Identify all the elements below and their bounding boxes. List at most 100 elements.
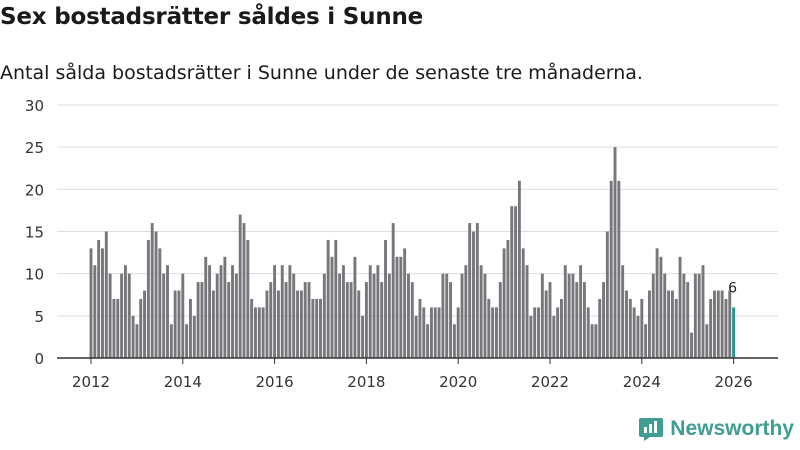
bar bbox=[116, 298, 120, 358]
bar bbox=[674, 298, 678, 358]
bar bbox=[150, 223, 154, 358]
bar bbox=[391, 223, 395, 358]
bar bbox=[315, 298, 319, 358]
bar bbox=[426, 324, 430, 358]
bar bbox=[280, 265, 284, 358]
newsworthy-brand[interactable]: Newsworthy bbox=[638, 416, 794, 442]
bar bbox=[663, 273, 667, 358]
bar bbox=[540, 273, 544, 358]
bar bbox=[219, 265, 223, 358]
bar bbox=[548, 282, 552, 358]
bar bbox=[475, 223, 479, 358]
bar bbox=[162, 273, 166, 358]
bar bbox=[257, 307, 261, 358]
bar bbox=[517, 180, 521, 358]
bar bbox=[380, 282, 384, 358]
bar bbox=[196, 282, 200, 358]
bar bbox=[498, 282, 502, 358]
bar bbox=[510, 206, 514, 358]
bar bbox=[123, 265, 127, 358]
bar bbox=[533, 307, 537, 358]
bar bbox=[491, 307, 495, 358]
bar bbox=[701, 265, 705, 358]
bar bbox=[387, 273, 391, 358]
bar bbox=[169, 324, 173, 358]
bar bbox=[146, 239, 150, 358]
bar bbox=[200, 282, 204, 358]
bar bbox=[598, 298, 602, 358]
bar bbox=[227, 282, 231, 358]
bar bbox=[338, 273, 342, 358]
bar bbox=[609, 180, 613, 358]
bar bbox=[682, 273, 686, 358]
bar bbox=[368, 265, 372, 358]
bar bbox=[311, 298, 315, 358]
bar bbox=[154, 231, 158, 358]
bar bbox=[215, 273, 219, 358]
y-tick-label: 5 bbox=[34, 308, 44, 326]
bar bbox=[590, 324, 594, 358]
bar bbox=[242, 223, 246, 358]
bar bbox=[158, 248, 162, 358]
bar bbox=[456, 307, 460, 358]
bar bbox=[651, 273, 655, 358]
bar bbox=[345, 282, 349, 358]
bar bbox=[429, 307, 433, 358]
bar bbox=[460, 273, 464, 358]
bar bbox=[571, 273, 575, 358]
bar bbox=[617, 180, 621, 358]
bar bbox=[384, 239, 387, 358]
bar bbox=[544, 290, 548, 358]
bar bbox=[303, 282, 307, 358]
x-tick-label: 2024 bbox=[623, 373, 661, 391]
newsworthy-logo-icon bbox=[639, 418, 664, 441]
y-tick-label: 25 bbox=[25, 139, 44, 157]
bar bbox=[143, 290, 146, 358]
bar bbox=[605, 231, 609, 358]
bar bbox=[716, 290, 720, 358]
bar bbox=[667, 290, 671, 358]
bar bbox=[621, 265, 625, 358]
bar bbox=[326, 239, 330, 358]
bar bbox=[640, 298, 644, 358]
bar bbox=[452, 324, 456, 358]
bar bbox=[414, 315, 418, 358]
bar bbox=[579, 265, 583, 358]
bar bbox=[131, 315, 135, 358]
bar bbox=[292, 273, 296, 358]
bar bbox=[89, 248, 93, 358]
bar bbox=[395, 256, 399, 358]
y-tick-label: 20 bbox=[25, 181, 44, 199]
bar bbox=[472, 231, 475, 358]
x-tick-label: 2016 bbox=[256, 373, 294, 391]
bar bbox=[720, 290, 724, 358]
bar bbox=[483, 273, 487, 358]
bar bbox=[192, 315, 196, 358]
bar bbox=[177, 290, 181, 358]
bar bbox=[567, 273, 571, 358]
bar bbox=[296, 290, 299, 358]
bar bbox=[636, 315, 640, 358]
bar bbox=[410, 282, 414, 358]
bar bbox=[521, 248, 525, 358]
bar bbox=[728, 290, 732, 358]
bar bbox=[690, 332, 693, 358]
bar bbox=[330, 256, 334, 358]
bar bbox=[246, 239, 250, 358]
bar bbox=[713, 290, 716, 358]
bar bbox=[234, 273, 238, 358]
bar bbox=[208, 265, 212, 358]
bar bbox=[506, 239, 510, 358]
bar bbox=[349, 282, 353, 358]
bar bbox=[372, 273, 376, 358]
bar bbox=[211, 290, 215, 358]
bar bbox=[693, 273, 697, 358]
bar bbox=[479, 265, 483, 358]
bar bbox=[445, 273, 449, 358]
bar bbox=[648, 290, 651, 358]
bar bbox=[112, 298, 116, 358]
bar bbox=[189, 298, 192, 358]
bar bbox=[376, 265, 380, 358]
bar bbox=[364, 282, 368, 358]
